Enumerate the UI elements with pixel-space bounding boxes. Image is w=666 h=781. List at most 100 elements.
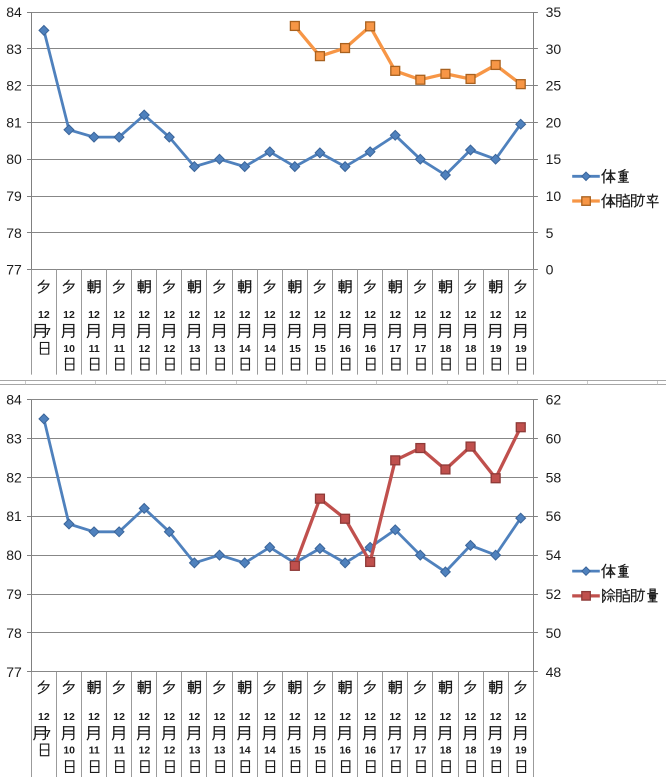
svg-text:10: 10 <box>63 343 75 355</box>
svg-text:12: 12 <box>339 309 351 321</box>
svg-text:19: 19 <box>490 745 502 757</box>
svg-text:14: 14 <box>264 343 276 355</box>
svg-text:13: 13 <box>189 343 201 355</box>
svg-text:83: 83 <box>6 430 22 446</box>
svg-text:15: 15 <box>289 343 301 355</box>
svg-text:12: 12 <box>515 309 527 321</box>
svg-text:11: 11 <box>89 745 100 757</box>
svg-text:13: 13 <box>214 745 226 757</box>
svg-text:14: 14 <box>264 745 276 757</box>
svg-text:78: 78 <box>6 225 22 241</box>
svg-text:12: 12 <box>515 711 527 723</box>
svg-text:12: 12 <box>139 745 151 757</box>
svg-text:12: 12 <box>163 309 175 321</box>
svg-text:12: 12 <box>440 309 452 321</box>
svg-text:16: 16 <box>339 343 351 355</box>
svg-text:17: 17 <box>415 343 427 355</box>
svg-text:12: 12 <box>414 309 426 321</box>
svg-text:16: 16 <box>364 343 376 355</box>
svg-text:52: 52 <box>546 586 562 602</box>
svg-text:54: 54 <box>546 547 562 563</box>
svg-text:12: 12 <box>364 309 376 321</box>
svg-text:48: 48 <box>546 664 562 680</box>
svg-text:12: 12 <box>214 711 226 723</box>
svg-text:12: 12 <box>239 711 251 723</box>
svg-text:12: 12 <box>465 711 477 723</box>
svg-text:12: 12 <box>264 711 276 723</box>
svg-text:56: 56 <box>546 508 562 524</box>
svg-text:18: 18 <box>465 343 477 355</box>
svg-text:15: 15 <box>314 343 326 355</box>
svg-text:13: 13 <box>214 343 226 355</box>
svg-text:7: 7 <box>45 728 51 740</box>
svg-text:77: 77 <box>6 262 22 278</box>
svg-text:12: 12 <box>264 309 276 321</box>
svg-text:7: 7 <box>45 326 51 338</box>
svg-text:11: 11 <box>114 343 125 355</box>
svg-text:79: 79 <box>6 586 22 602</box>
svg-text:25: 25 <box>546 78 562 94</box>
svg-text:19: 19 <box>515 745 527 757</box>
svg-text:35: 35 <box>546 4 562 20</box>
svg-text:84: 84 <box>6 4 22 20</box>
svg-text:12: 12 <box>414 711 426 723</box>
svg-text:84: 84 <box>6 391 22 407</box>
svg-text:50: 50 <box>546 625 562 641</box>
svg-text:81: 81 <box>6 508 22 524</box>
svg-text:12: 12 <box>138 309 150 321</box>
svg-text:20: 20 <box>546 114 562 130</box>
svg-text:19: 19 <box>515 343 527 355</box>
svg-text:12: 12 <box>38 711 50 723</box>
svg-text:17: 17 <box>390 745 402 757</box>
svg-text:18: 18 <box>465 745 477 757</box>
svg-text:12: 12 <box>63 711 75 723</box>
svg-text:62: 62 <box>546 391 562 407</box>
svg-text:12: 12 <box>289 309 301 321</box>
svg-text:14: 14 <box>239 343 251 355</box>
svg-text:12: 12 <box>490 309 502 321</box>
svg-text:83: 83 <box>6 41 22 57</box>
svg-text:80: 80 <box>6 151 22 167</box>
svg-text:58: 58 <box>546 469 562 485</box>
svg-text:12: 12 <box>189 711 201 723</box>
svg-text:19: 19 <box>490 343 502 355</box>
svg-text:12: 12 <box>289 711 301 723</box>
svg-text:80: 80 <box>6 547 22 563</box>
svg-text:11: 11 <box>89 343 100 355</box>
svg-text:12: 12 <box>63 309 75 321</box>
svg-text:60: 60 <box>546 430 562 446</box>
svg-text:12: 12 <box>113 309 125 321</box>
svg-text:12: 12 <box>139 343 151 355</box>
svg-text:12: 12 <box>164 343 176 355</box>
svg-text:10: 10 <box>63 745 75 757</box>
svg-text:18: 18 <box>440 343 452 355</box>
svg-text:82: 82 <box>6 78 22 94</box>
svg-text:79: 79 <box>6 188 22 204</box>
svg-text:15: 15 <box>314 745 326 757</box>
svg-text:12: 12 <box>88 711 100 723</box>
svg-text:13: 13 <box>189 745 201 757</box>
svg-text:81: 81 <box>6 114 22 130</box>
svg-text:11: 11 <box>114 745 125 757</box>
svg-text:12: 12 <box>163 711 175 723</box>
svg-text:82: 82 <box>6 469 22 485</box>
svg-text:15: 15 <box>289 745 301 757</box>
svg-text:12: 12 <box>339 711 351 723</box>
svg-text:12: 12 <box>314 309 326 321</box>
svg-text:78: 78 <box>6 625 22 641</box>
svg-text:12: 12 <box>314 711 326 723</box>
svg-text:12: 12 <box>239 309 251 321</box>
svg-text:12: 12 <box>214 309 226 321</box>
svg-text:17: 17 <box>390 343 402 355</box>
svg-text:12: 12 <box>189 309 201 321</box>
svg-text:12: 12 <box>490 711 502 723</box>
svg-text:12: 12 <box>164 745 176 757</box>
svg-text:12: 12 <box>364 711 376 723</box>
svg-text:12: 12 <box>88 309 100 321</box>
svg-text:5: 5 <box>546 225 554 241</box>
svg-text:12: 12 <box>465 309 477 321</box>
svg-text:10: 10 <box>546 188 562 204</box>
svg-text:77: 77 <box>6 664 22 680</box>
svg-text:12: 12 <box>440 711 452 723</box>
svg-text:12: 12 <box>389 711 401 723</box>
